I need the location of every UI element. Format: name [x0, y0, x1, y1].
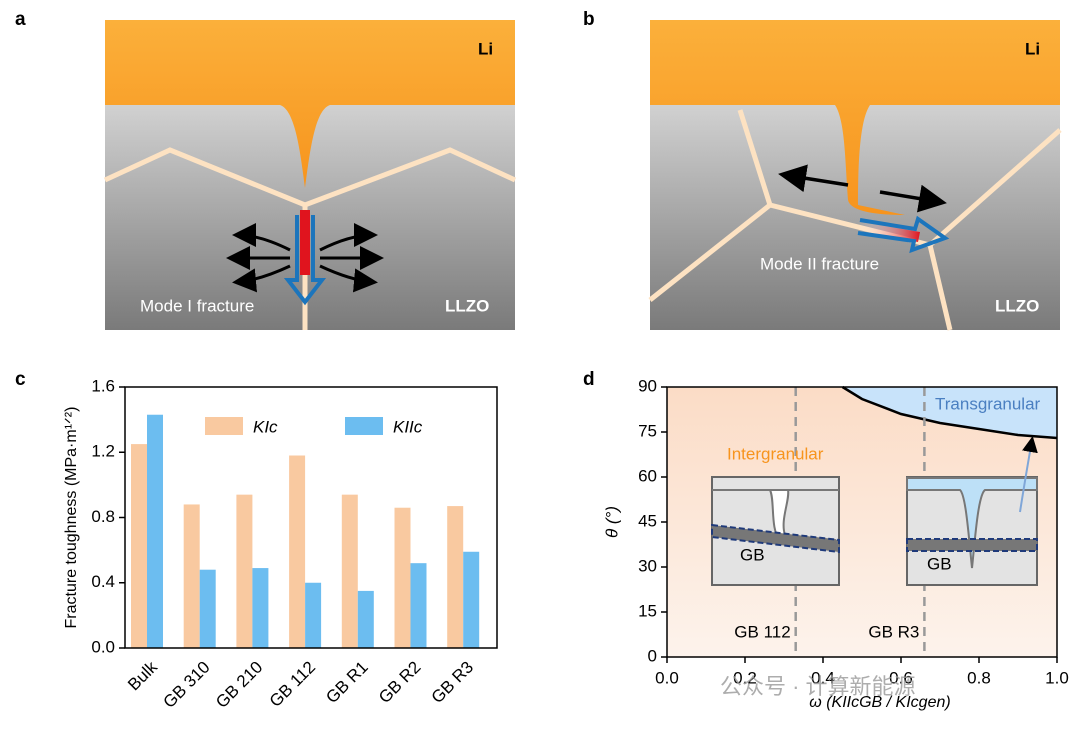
bar: [236, 494, 253, 648]
layer-label: LLZO: [445, 296, 489, 315]
legend-swatch: [205, 417, 243, 435]
panel-letter: a: [15, 9, 26, 30]
bar: [410, 563, 427, 648]
y-tick-label: 0.0: [91, 637, 115, 656]
x-tick-label: 0.2: [733, 668, 757, 687]
caption: Mode II fracture: [760, 254, 879, 273]
y-tick-label: 60: [638, 466, 657, 485]
inset-label: GB: [927, 554, 952, 573]
region-label: Intergranular: [727, 444, 824, 463]
y-tick-label: 0.8: [91, 507, 115, 526]
layer-label: Li: [1025, 39, 1040, 58]
y-tick-label: 30: [638, 556, 657, 575]
x-tick-label: 0.4: [811, 668, 835, 687]
x-tick-label: GB 112: [266, 658, 319, 711]
panel-b: b Li Mode II fracture LLZO: [583, 9, 1062, 331]
x-tick-label: 1.0: [1045, 668, 1069, 687]
bar: [183, 504, 200, 648]
legend-swatch: [345, 417, 383, 435]
x-tick-label: GB R2: [375, 658, 425, 708]
region-label: Transgranular: [935, 394, 1041, 413]
crack: [300, 210, 310, 275]
bar: [341, 494, 358, 648]
lithium: [650, 20, 1060, 215]
layer-label: LLZO: [995, 296, 1039, 315]
y-tick-label: 90: [638, 376, 657, 395]
transgranular-area: [842, 387, 1057, 438]
insets: GB GB: [711, 436, 1038, 586]
bar: [394, 507, 411, 648]
boundary-line: [841, 385, 1058, 440]
y-tick-label: 1.2: [91, 442, 115, 461]
x-axis-label: ω (KIIcGB / KIcgen): [809, 694, 950, 711]
inset-gb: [711, 523, 840, 554]
bar: [147, 414, 163, 648]
y-axis-label: θ (°): [602, 506, 621, 538]
y-tick-label: 75: [638, 421, 657, 440]
panel-letter: b: [583, 9, 595, 30]
bar: [463, 551, 480, 648]
x-tick-label: 0.8: [967, 668, 991, 687]
x-tick-label: GB 310: [159, 658, 213, 712]
inset-arrow: [1019, 436, 1038, 513]
marker-label: GB 112: [734, 622, 790, 641]
bar: [357, 590, 374, 648]
x-tick-label: 0.6: [889, 668, 913, 687]
y-tick-label: 0.4: [91, 572, 115, 591]
layer-label: Li: [478, 39, 493, 58]
bar: [289, 455, 306, 648]
arrows: [778, 164, 947, 213]
bar: [447, 506, 464, 648]
legend-label: KIIc: [393, 417, 423, 436]
panel-letter: d: [583, 369, 595, 390]
x-tick-label: GB R1: [322, 658, 372, 708]
x-tick-label: Bulk: [124, 657, 161, 694]
arrows: [226, 223, 384, 293]
y-tick-label: 1.6: [91, 376, 115, 395]
inset-label: GB: [740, 545, 765, 564]
arrow: [283, 215, 327, 306]
crack: [858, 222, 920, 242]
inset-crack: [906, 477, 1038, 569]
legend-label: KIc: [253, 417, 278, 436]
x-tick-label: GB 210: [212, 658, 266, 712]
bar: [131, 444, 147, 648]
lithium: [105, 20, 515, 188]
x-tick-label: 0.0: [655, 668, 679, 687]
y-axis-label: Fracture toughness (MPa·m¹ᐟ²): [63, 407, 80, 629]
caption: Mode I fracture: [140, 296, 254, 315]
bar: [305, 582, 322, 648]
panel-a: a Li Mode I fracture LLZO: [15, 9, 517, 330]
y-tick-label: 45: [638, 511, 657, 530]
marker-label: GB R3: [868, 622, 919, 641]
arrow: [857, 215, 950, 254]
watermark: 公众号 · 计算新能源: [720, 674, 916, 699]
inset-gb: [906, 538, 1038, 552]
bar: [199, 569, 216, 648]
bar: [252, 568, 269, 648]
x-tick-label: GB R3: [428, 658, 478, 708]
y-tick-label: 0: [648, 646, 657, 665]
y-tick-label: 15: [638, 601, 657, 620]
panel-letter: c: [15, 369, 26, 390]
